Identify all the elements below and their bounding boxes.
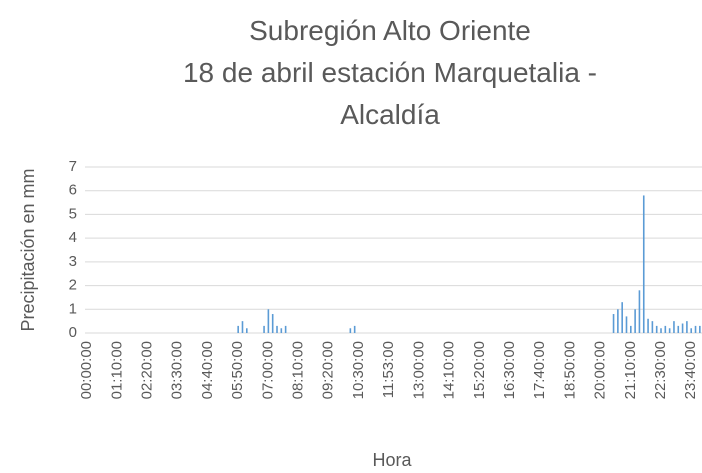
bar: [664, 325, 667, 333]
y-tick-label: 4: [69, 229, 77, 246]
bar: [280, 328, 283, 333]
x-tick-label: 09:20:00: [320, 341, 337, 399]
bar: [267, 309, 270, 333]
bar: [660, 328, 662, 333]
x-tick-label: 22:30:00: [652, 341, 669, 399]
y-tick-label: 7: [69, 158, 77, 175]
bar: [677, 325, 680, 333]
bar: [686, 321, 688, 333]
y-tick-label: 6: [69, 182, 77, 199]
x-tick-label: 21:10:00: [622, 341, 639, 399]
bar: [655, 325, 658, 333]
x-tick-label: 13:00:00: [410, 341, 427, 399]
bar: [241, 321, 244, 333]
x-tick-label: 11:53:00: [380, 341, 397, 398]
x-tick-label: 03:30:00: [169, 341, 186, 399]
x-axis-label: Hora: [372, 450, 412, 470]
bar: [349, 328, 352, 333]
y-tick-label: 3: [69, 253, 77, 270]
x-tick-label: 20:00:00: [592, 341, 609, 399]
y-tick-label: 2: [69, 277, 77, 294]
bar: [630, 325, 632, 333]
bar: [612, 314, 615, 333]
x-tick-label: 17:40:00: [531, 341, 548, 399]
bar: [690, 328, 693, 333]
y-axis-label: Precipitación en mm: [18, 168, 38, 331]
bar: [625, 316, 628, 333]
bar: [647, 318, 649, 333]
bar: [699, 325, 701, 333]
bar: [271, 314, 274, 333]
bar: [621, 302, 623, 333]
chart-title: Alcaldía: [340, 99, 440, 130]
y-tick-label: 5: [69, 205, 77, 222]
y-tick-label: 0: [69, 324, 77, 341]
chart-title: Subregión Alto Oriente: [249, 15, 531, 46]
bar: [694, 325, 697, 333]
x-tick-label: 07:00:00: [259, 341, 276, 399]
y-tick-label: 1: [69, 300, 77, 317]
bar: [263, 325, 265, 333]
bar: [668, 328, 671, 333]
bar: [642, 195, 645, 333]
x-tick-label: 14:10:00: [441, 341, 458, 399]
x-tick-label: 15:20:00: [471, 341, 488, 399]
x-tick-label: 04:40:00: [199, 341, 216, 399]
bar: [681, 323, 684, 333]
x-tick-label: 18:50:00: [561, 341, 578, 399]
x-tick-label: 08:10:00: [290, 341, 307, 399]
bar: [284, 325, 287, 333]
bar: [673, 321, 675, 333]
bar: [634, 309, 636, 333]
bar: [651, 321, 654, 333]
x-tick-label: 02:20:00: [139, 341, 156, 399]
bar: [246, 328, 248, 333]
bar: [276, 325, 278, 333]
x-tick-label: 16:30:00: [501, 341, 518, 399]
x-tick-label: 01:10:00: [108, 341, 125, 399]
x-tick-label: 05:50:00: [229, 341, 246, 399]
bar: [638, 290, 641, 333]
chart-title: 18 de abril estación Marquetalia -: [183, 57, 597, 88]
bar: [353, 325, 356, 333]
bar: [617, 309, 619, 333]
x-tick-label: 00:00:00: [78, 341, 95, 399]
bar: [237, 325, 239, 333]
x-tick-label: 10:30:00: [350, 341, 367, 399]
x-tick-label: 23:40:00: [682, 341, 699, 399]
